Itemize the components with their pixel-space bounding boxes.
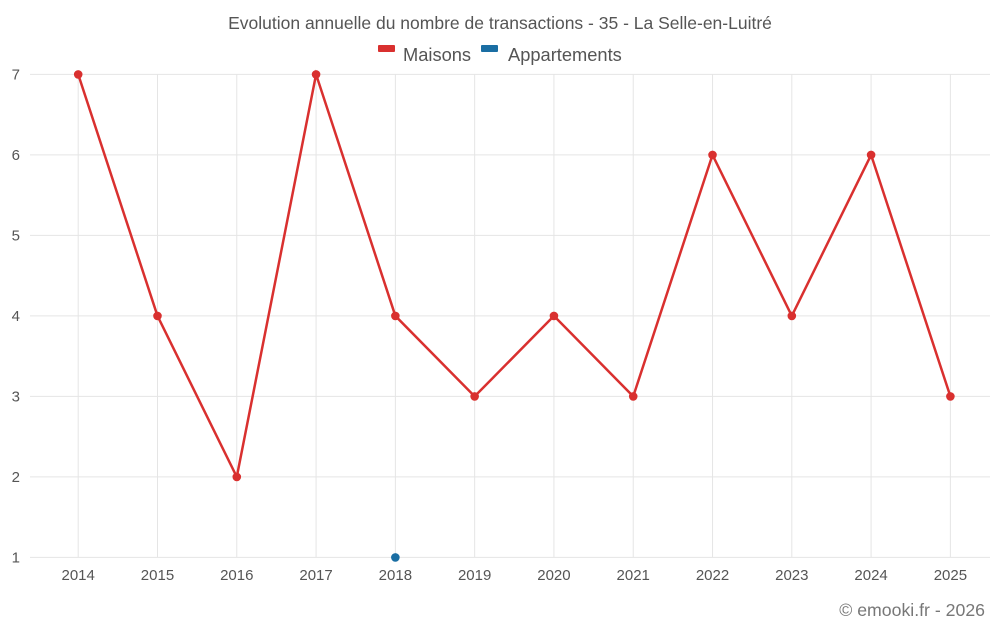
svg-text:2018: 2018	[379, 567, 412, 584]
svg-text:2022: 2022	[696, 567, 729, 584]
svg-text:7: 7	[12, 66, 20, 83]
svg-text:5: 5	[12, 227, 20, 244]
svg-text:3: 3	[12, 388, 20, 405]
svg-text:2023: 2023	[775, 567, 808, 584]
svg-text:2024: 2024	[854, 567, 887, 584]
svg-text:2017: 2017	[299, 567, 332, 584]
svg-text:2020: 2020	[537, 567, 570, 584]
svg-text:4: 4	[12, 308, 20, 325]
svg-text:2019: 2019	[458, 567, 491, 584]
svg-text:2015: 2015	[141, 567, 174, 584]
svg-text:2016: 2016	[220, 567, 253, 584]
svg-text:2021: 2021	[617, 567, 650, 584]
svg-text:2025: 2025	[934, 567, 967, 584]
svg-text:1: 1	[12, 549, 20, 566]
svg-text:6: 6	[12, 147, 20, 164]
svg-text:2: 2	[12, 469, 20, 486]
svg-text:2014: 2014	[62, 567, 95, 584]
